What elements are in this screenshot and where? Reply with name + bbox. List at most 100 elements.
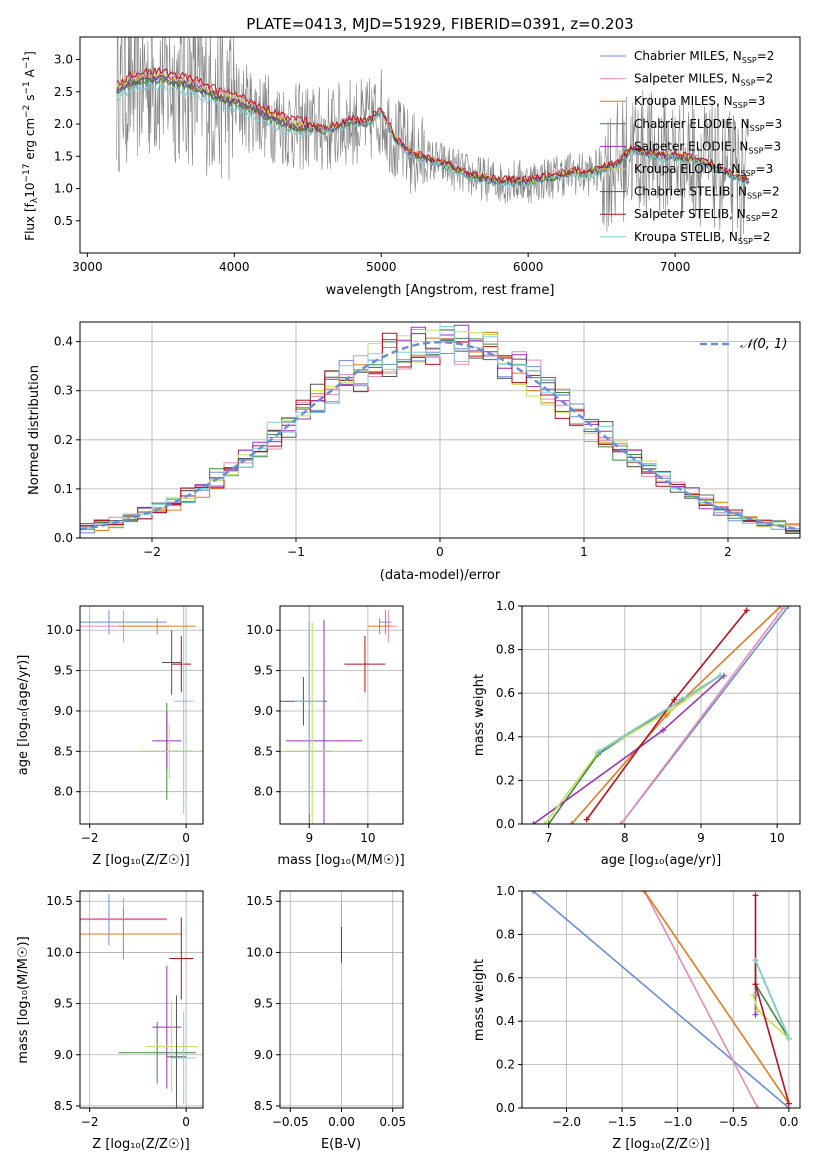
age-vs-Z-plot-area xyxy=(80,606,201,815)
normal-distribution-curve xyxy=(80,340,800,531)
y-tick-label: 9.0 xyxy=(254,704,273,718)
series-marker xyxy=(671,696,678,703)
weight-vs-Z-y-label: mass weight xyxy=(472,959,487,1041)
y-tick-label: 0.1 xyxy=(54,482,73,496)
series-marker xyxy=(743,607,750,614)
legend-label: Salpeter MILES, NSSP=2 xyxy=(634,72,773,88)
series-marker xyxy=(777,606,784,609)
y-tick-label: 10.5 xyxy=(246,894,273,908)
x-tick-label: 9 xyxy=(305,831,313,845)
x-tick-label: 0.05 xyxy=(379,1115,406,1129)
series-line xyxy=(544,675,721,824)
series-marker xyxy=(583,816,590,823)
y-tick-label: 9.0 xyxy=(54,704,73,718)
x-tick-label: 0.0 xyxy=(779,1115,798,1129)
series-line xyxy=(643,891,790,1105)
mass-vs-ebv-panel: −0.05 0.00 0.05 8.5 9.0 9.5 10.0 10.5 E(B-V) xyxy=(246,890,406,1152)
y-tick-label: 8.0 xyxy=(254,785,273,799)
y-tick-label: 1.0 xyxy=(54,182,73,196)
weight-vs-age-y-label: mass weight xyxy=(472,674,487,756)
mass-vs-ebv-x-label: E(B-V) xyxy=(321,1137,361,1152)
age-vs-mass-plot-area xyxy=(280,606,398,824)
weight-vs-Z-panel: −2.0 −1.5 −1.0 −0.5 0.0 0.0 0.2 0.4 0.6 0.8 1.0 Z … xyxy=(472,884,801,1152)
y-tick-label: 2.0 xyxy=(54,117,73,131)
x-tick-label: 7 xyxy=(545,831,553,845)
series-line xyxy=(532,891,790,1108)
y-tick-label: 9.5 xyxy=(54,997,73,1011)
mass-vs-Z-y-label: mass [log₁₀(M/M☉)] xyxy=(16,936,31,1063)
x-tick-label: 10 xyxy=(360,831,375,845)
age-vs-Z-grid xyxy=(80,606,203,824)
age-vs-mass-grid xyxy=(280,606,403,824)
age-vs-Z-y-label: age [log₁₀(age/yr)] xyxy=(16,655,31,776)
y-tick-label: 10.0 xyxy=(246,945,273,959)
y-tick-label: 0.6 xyxy=(496,686,515,700)
weight-vs-age-panel: 7 8 9 10 0.0 0.2 0.4 0.6 0.8 1.0 age [log₁₀(age/y… xyxy=(472,599,801,868)
spectrum-model-line xyxy=(116,82,749,190)
series-marker xyxy=(545,821,552,824)
spectrum-x-label: wavelength [Angstrom, rest frame] xyxy=(326,283,555,298)
series-marker xyxy=(785,1035,792,1042)
y-tick-label: 10.0 xyxy=(46,623,73,637)
mass-vs-Z-x-label: Z [log₁₀(Z/Z☉)] xyxy=(92,1137,189,1152)
series-line xyxy=(597,675,721,753)
age-vs-mass-panel: 9 10 8.0 8.5 9.0 9.5 10.0 mass [log₁₀(M/M☉)] xyxy=(246,605,405,868)
series-marker xyxy=(752,1011,759,1018)
series-marker xyxy=(754,1007,761,1014)
x-tick-label: 4000 xyxy=(219,260,250,274)
x-tick-label: 0.00 xyxy=(328,1115,355,1129)
residuals-x-ticks: −2 −1 0 1 2 xyxy=(143,538,732,559)
legend-label: Kroupa MILES, NSSP=3 xyxy=(634,94,765,110)
x-tick-label: 7000 xyxy=(660,260,691,274)
series-marker xyxy=(752,981,759,988)
figure-title: PLATE=0413, MJD=51929, FIBERID=0391, z=0… xyxy=(246,15,633,33)
mass-vs-Z-plot-area xyxy=(80,894,199,1108)
y-tick-label: 1.0 xyxy=(496,884,515,898)
age-vs-Z-x-label: Z [log₁₀(Z/Z☉)] xyxy=(92,853,189,868)
x-tick-label: 10 xyxy=(770,831,785,845)
spectrum-plot-area xyxy=(116,37,750,242)
y-tick-label: 0.4 xyxy=(54,335,73,349)
series-marker xyxy=(595,749,602,756)
legend-label: Salpeter ELODIE, NSSP=3 xyxy=(634,139,781,155)
x-tick-label: −2 xyxy=(81,1115,99,1129)
legend-label: Salpeter STELIB, NSSP=2 xyxy=(634,207,778,223)
spectrum-data-line xyxy=(116,37,749,242)
weight-vs-age-x-label: age [log₁₀(age/yr)] xyxy=(601,853,722,868)
y-tick-label: 8.5 xyxy=(54,744,73,758)
series-marker xyxy=(717,672,724,679)
y-tick-label: 0.4 xyxy=(496,730,515,744)
series-line xyxy=(643,891,759,1108)
residuals-legend: 𝒩(0, 1) xyxy=(700,337,787,352)
y-tick-label: 1.5 xyxy=(54,149,73,163)
age-vs-Z-panel: −2 0 8.0 8.5 9.0 9.5 10.0 Z [log₁₀(Z/Z☉)] age … xyxy=(16,605,204,868)
y-tick-label: 0.2 xyxy=(496,773,515,787)
weight-vs-Z-plot-area xyxy=(530,891,792,1108)
mass-vs-Z-panel: −2 0 8.5 9.0 9.5 10.0 10.5 Z [log₁₀(Z/Z☉)] mas… xyxy=(16,890,204,1152)
spectrum-x-ticks: 3000 4000 5000 6000 7000 xyxy=(72,253,690,274)
residuals-plot-area xyxy=(80,324,800,534)
x-tick-label: 1 xyxy=(580,545,588,559)
legend-label: Chabrier MILES, NSSP=2 xyxy=(634,49,774,65)
y-tick-label: 0.8 xyxy=(496,643,515,657)
y-tick-label: 0.2 xyxy=(54,433,73,447)
y-tick-label: 0.5 xyxy=(54,214,73,228)
spectrum-y-label: Flux [fλ10−17 erg cm−2 s−1 A−1] xyxy=(22,51,40,241)
series-marker xyxy=(541,821,548,824)
y-tick-label: 9.0 xyxy=(54,1048,73,1062)
series-marker xyxy=(754,1105,761,1108)
x-tick-label: −1 xyxy=(287,545,305,559)
y-tick-label: 0.8 xyxy=(496,927,515,941)
y-tick-label: 8.5 xyxy=(54,1099,73,1113)
y-tick-label: 10.5 xyxy=(46,894,73,908)
x-tick-label: 5000 xyxy=(366,260,397,274)
y-tick-label: 0.2 xyxy=(496,1058,515,1072)
x-tick-label: 0 xyxy=(182,1115,190,1129)
y-tick-label: 8.5 xyxy=(254,744,273,758)
y-tick-label: 1.0 xyxy=(496,599,515,613)
y-tick-label: 0.0 xyxy=(496,1101,515,1115)
y-tick-label: 8.5 xyxy=(254,1099,273,1113)
x-tick-label: −2 xyxy=(81,831,99,845)
x-tick-label: −1.0 xyxy=(663,1115,692,1129)
